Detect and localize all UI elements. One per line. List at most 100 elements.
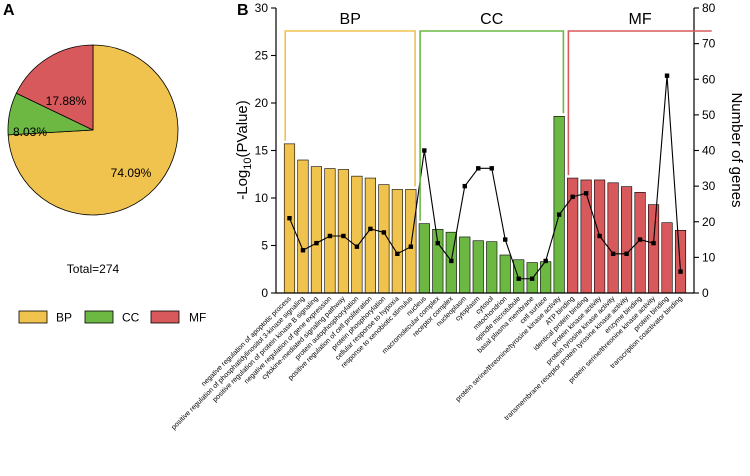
y2-tick-label: 70 — [702, 37, 716, 51]
gene-count-point-atp-binding — [570, 194, 575, 200]
bar-protein-binding — [661, 222, 673, 294]
gene-count-point-mitochondrion — [503, 237, 508, 242]
group-brackets: BP CC MF — [284, 11, 712, 221]
gene-count-point-protein-binding — [664, 73, 670, 78]
legend-swatch-mf — [150, 310, 180, 324]
y-tick-label: 30 — [255, 1, 269, 15]
y-tick-label: 0 — [261, 286, 268, 300]
axes: 0 5 10 15 20 25 30 0 10 20 30 40 50 60 70 80 — [255, 1, 716, 300]
bar-transmembrane-receptor-protein-tyrosine-kinase-activity — [621, 186, 633, 294]
bar-cellular-response-to-hypoxia — [391, 189, 403, 294]
legend-label-mf: MF — [189, 311, 206, 325]
pie-slice-mf — [15, 44, 94, 131]
group-bracket-cc — [419, 30, 565, 221]
category-labels: negative regulation of apoptotic process… — [170, 295, 684, 431]
bar-cytosol — [486, 241, 498, 294]
pie-label-bp: 74.09% — [111, 166, 152, 180]
panel-a-label: A — [3, 2, 15, 19]
y-axis-title-subscript: 10 — [242, 157, 254, 169]
y-tick-label: 15 — [255, 144, 269, 158]
y2-tick-label: 40 — [702, 144, 716, 158]
y-tick-label: 5 — [261, 239, 268, 253]
pie-label-cc: 8.03% — [13, 125, 47, 139]
pie-label-mf: 17.88% — [46, 94, 87, 108]
group-bracket-bp — [284, 30, 416, 187]
bar-protein-tyrosine-kinase-activity — [607, 182, 619, 294]
category-label-negative-regulation-of-apoptotic-process: negative regulation of apoptotic process — [200, 295, 293, 388]
bar-nucleus — [418, 223, 430, 294]
bar-nucleoplasm — [459, 236, 471, 294]
group-label-cc: CC — [480, 11, 503, 28]
bar-positive-regulation-of-protein-kinase-b-signaling — [310, 166, 323, 294]
legend-label-cc: CC — [122, 311, 140, 325]
legend-swatch-bp — [18, 310, 48, 324]
pie-chart: 74.09% 8.03% 17.88% — [7, 44, 179, 216]
gene-count-point-positive-regulation-of-cell-proliferation — [368, 226, 373, 232]
bar-identical-protein-binding — [580, 179, 592, 294]
y-axis-title-suffix: (PValue) — [234, 100, 251, 157]
y2-tick-label: 50 — [702, 108, 716, 122]
gene-count-point-cytoplasm — [476, 166, 481, 171]
bar-protein-autophosphorylation — [351, 175, 363, 294]
bar-transcription-coactivator-binding — [674, 230, 687, 294]
y2-tick-label: 0 — [702, 286, 709, 300]
gene-count-point-identical-protein-binding — [583, 191, 589, 196]
bar-negative-regulation-of-gene-expression — [324, 168, 336, 294]
bar-cytoplasm — [472, 240, 484, 294]
gene-count-point-positive-regulation-of-phosphatidylinositol-3-kinase-signaling — [300, 248, 306, 253]
y-tick-label: 10 — [255, 191, 269, 205]
gene-count-point-response-to-xenobiotic-stimulus — [408, 244, 414, 249]
bar-protein-serine-threonine-tyrosine-kinase-activity — [553, 116, 565, 294]
group-bracket-mf — [567, 30, 712, 176]
gene-count-line — [288, 75, 682, 280]
bar-spindle-microtubule — [513, 259, 525, 294]
y2-tick-label: 10 — [702, 250, 716, 264]
group-label-mf: MF — [629, 11, 652, 28]
gene-count-point-cytosol — [489, 166, 494, 171]
gene-count-point-enzyme-binding — [637, 237, 643, 242]
y2-tick-label: 30 — [702, 179, 716, 193]
gene-count-point-nucleus — [422, 148, 427, 153]
gene-count-point-cytokine-mediated-signaling-pathway — [341, 233, 346, 239]
gene-count-point-negative-regulation-of-apoptotic-process — [287, 215, 292, 221]
gene-count-series — [287, 73, 683, 281]
y2-tick-label: 60 — [702, 72, 716, 86]
pie-total-label: Total=274 — [67, 262, 120, 276]
gene-count-point-transcription-coactivator-binding — [678, 269, 683, 274]
legend-label-bp: BP — [56, 311, 72, 325]
bar-protein-serine-threonine-kinase-activity — [647, 204, 660, 294]
bar-positive-regulation-of-phosphatidylinositol-3-kinase-signaling — [297, 159, 309, 294]
legend: BP CC MF — [18, 310, 206, 325]
gene-count-point-negative-regulation-of-gene-expression — [327, 233, 333, 239]
bar-series — [283, 116, 687, 294]
gene-count-point-spindle-microtubule — [516, 276, 521, 281]
y-axis-title-prefix: -Log — [234, 170, 251, 200]
bar-macromolecular-complex — [432, 229, 444, 294]
gene-count-point-protein-phosphorylation — [381, 230, 387, 235]
gene-count-point-positive-regulation-of-protein-kinase-b-signaling — [314, 240, 319, 246]
bar-positive-regulation-of-cell-proliferation — [364, 177, 376, 294]
legend-swatch-cc — [84, 310, 114, 324]
y2-axis-title: Number of genes — [728, 92, 745, 207]
gene-count-point-cell-surface — [543, 258, 548, 264]
bar-mitochondrion — [499, 254, 511, 294]
bar-cytokine-mediated-signaling-pathway — [337, 169, 349, 294]
y2-tick-label: 20 — [702, 215, 716, 229]
gene-count-point-protein-serine-threonine-kinase-activity — [651, 240, 656, 246]
y2-tick-label: 80 — [702, 1, 716, 15]
gene-count-point-cellular-response-to-hypoxia — [395, 251, 400, 257]
y-axis-title: -Log10(PValue) — [234, 100, 254, 200]
gene-count-point-receptor-complex — [449, 258, 454, 264]
y-tick-label: 20 — [255, 96, 269, 110]
gene-count-point-basal-plasma-membrane — [529, 276, 535, 281]
gene-count-point-macromolecular-complex — [435, 240, 441, 246]
gene-count-point-protein-autophosphorylation — [354, 244, 360, 249]
group-label-bp: BP — [340, 11, 361, 28]
gene-count-point-transmembrane-receptor-protein-tyrosine-kinase-activity — [624, 251, 629, 257]
panel-b-label: B — [237, 2, 249, 19]
gene-count-point-protein-serine-threonine-tyrosine-kinase-activity — [556, 212, 562, 217]
bar-response-to-xenobiotic-stimulus — [405, 189, 417, 294]
y-tick-label: 25 — [255, 49, 269, 63]
gene-count-point-nucleoplasm — [462, 183, 467, 189]
